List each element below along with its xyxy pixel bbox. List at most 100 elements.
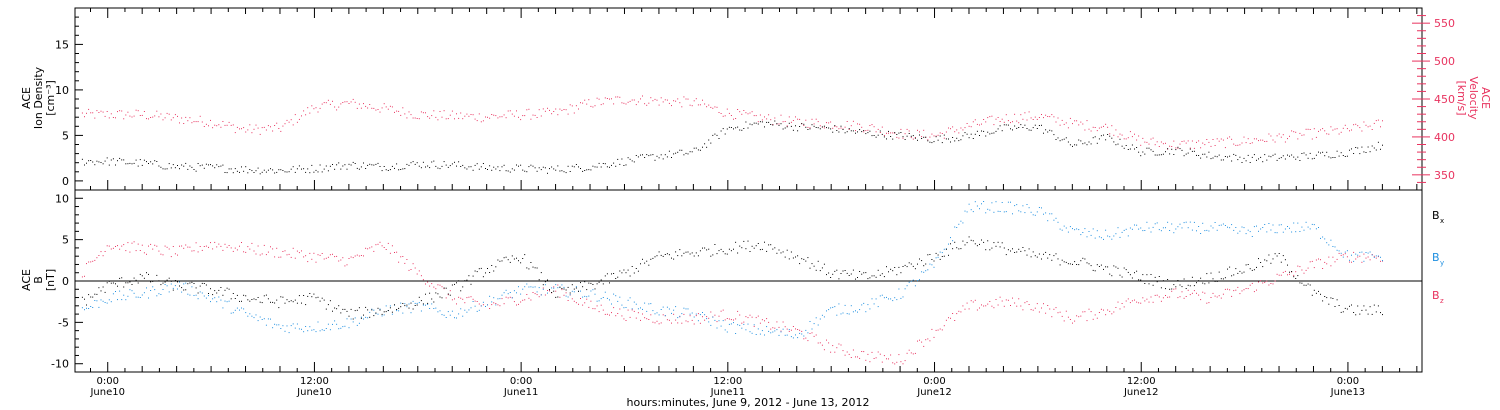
- by-series-point: [309, 326, 311, 328]
- density-series-point: [685, 152, 687, 154]
- density-series-point: [1057, 137, 1059, 139]
- velocity-series-point: [726, 108, 728, 110]
- density-series-point: [1247, 154, 1249, 156]
- bz-series-point: [516, 304, 517, 306]
- by-series-point: [1239, 230, 1241, 232]
- by-series-point: [1313, 224, 1315, 226]
- velocity-series-point: [1334, 128, 1336, 130]
- bx-series-point: [834, 270, 836, 272]
- bz-series-point: [1034, 307, 1036, 309]
- density-series-point: [228, 168, 230, 170]
- x-tick-date-label: June10: [89, 387, 125, 398]
- by-series-point: [803, 335, 805, 337]
- velocity-series-point: [592, 106, 594, 108]
- bx-series-point: [735, 241, 737, 243]
- velocity-series-point: [350, 101, 352, 103]
- bz-series-point: [1305, 269, 1307, 271]
- velocity-series-point: [208, 125, 209, 127]
- velocity-series-point: [679, 102, 681, 104]
- bx-series-point: [594, 288, 596, 290]
- bz-series-point: [921, 341, 923, 343]
- by-series-point: [1134, 224, 1135, 226]
- bz-series-point: [571, 298, 573, 300]
- bx-series-point: [937, 254, 939, 256]
- bz-series-point: [332, 253, 333, 255]
- velocity-series-point: [524, 115, 526, 117]
- by-series-point: [826, 310, 827, 312]
- bx-series-point: [1142, 274, 1144, 276]
- density-series-point: [1334, 157, 1336, 158]
- bx-series-point: [871, 275, 873, 277]
- bz-series-point: [931, 328, 933, 330]
- by-series-point: [1338, 250, 1340, 252]
- by-series-point: [931, 264, 933, 266]
- by-series-point: [1111, 238, 1113, 240]
- by-series-point: [117, 299, 118, 301]
- by-series-point: [179, 281, 180, 283]
- density-series-point: [530, 164, 532, 166]
- by-series-point: [532, 286, 534, 288]
- x-tick-date-label: June11: [503, 387, 539, 398]
- bz-series-point: [276, 247, 278, 249]
- velocity-series-point: [768, 114, 770, 116]
- density-series-point: [383, 166, 385, 167]
- bx-series-point: [1069, 263, 1071, 265]
- bz-series-point: [404, 262, 406, 264]
- density-series-point: [1076, 144, 1078, 146]
- bx-series-point: [1239, 270, 1241, 272]
- by-series-point: [377, 313, 379, 315]
- bx-series-point: [664, 254, 666, 255]
- bz-series-point: [764, 320, 765, 322]
- bx-series-point: [952, 248, 954, 250]
- velocity-series-point: [110, 113, 112, 115]
- bx-series-point: [1367, 313, 1369, 315]
- velocity-series-point: [408, 111, 410, 113]
- density-series-point: [966, 133, 968, 135]
- density-series-point: [1028, 129, 1030, 131]
- density-series-point: [1189, 148, 1191, 150]
- by-series-point: [152, 286, 154, 288]
- velocity-series-point: [728, 112, 730, 114]
- velocity-series-point: [848, 129, 850, 130]
- bx-series-point: [950, 243, 951, 245]
- bz-series-point: [609, 314, 610, 316]
- density-series-point: [588, 169, 590, 171]
- by-series-point: [456, 317, 457, 319]
- velocity-series-point: [1074, 120, 1076, 122]
- bx-series-point: [530, 262, 532, 263]
- by-series-point: [716, 327, 718, 329]
- bx-series-point: [1342, 311, 1344, 313]
- density-series-point: [1105, 139, 1107, 141]
- bz-series-point: [635, 317, 637, 319]
- bx-series-point: [327, 304, 329, 306]
- density-series-point: [1198, 155, 1200, 156]
- velocity-series-point: [150, 117, 152, 118]
- by-series-point: [334, 320, 336, 322]
- by-series-point: [177, 288, 178, 290]
- velocity-series-point: [668, 102, 670, 104]
- by-series-point: [844, 304, 846, 306]
- bx-series-point: [462, 286, 464, 288]
- velocity-series-point: [530, 118, 532, 120]
- bz-series-point: [929, 340, 931, 342]
- bx-series-point: [751, 245, 753, 247]
- by-series-point: [447, 311, 449, 313]
- bx-series-point: [358, 307, 360, 309]
- bx-series-point: [1336, 299, 1338, 301]
- bx-series-point: [447, 293, 449, 295]
- bx-series-point: [112, 282, 114, 284]
- bx-series-point: [1373, 304, 1375, 306]
- bz-series-point: [627, 309, 629, 311]
- velocity-series-point: [1165, 142, 1166, 144]
- density-series-point: [592, 165, 594, 167]
- density-series-point: [301, 168, 302, 170]
- velocity-series-point: [267, 125, 269, 127]
- density-series-point: [1258, 158, 1259, 160]
- density-series-point: [540, 169, 542, 171]
- velocity-series-point: [528, 108, 530, 110]
- velocity-series-point: [774, 117, 776, 119]
- density-series-point: [396, 163, 398, 165]
- by-series-point: [340, 327, 342, 329]
- velocity-series-point: [404, 113, 406, 115]
- velocity-series-point: [375, 109, 377, 111]
